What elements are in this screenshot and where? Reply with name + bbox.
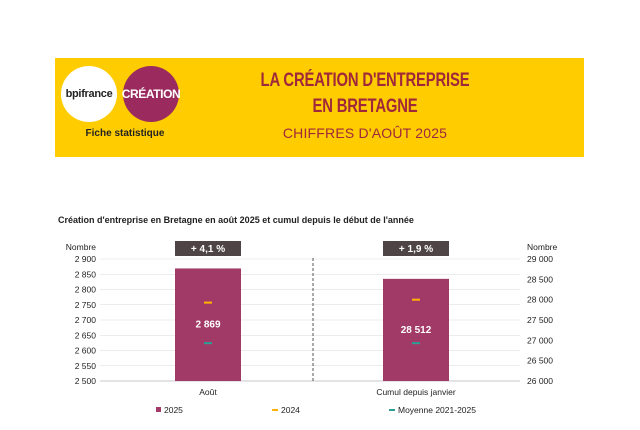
left-tick-label: 2 850	[75, 269, 97, 279]
creation-logo: CRÉATION	[121, 66, 181, 122]
right-tick-label: 28 000	[527, 295, 553, 305]
left-tick-label: 2 750	[75, 300, 97, 310]
creation-logo-text: CRÉATION	[121, 87, 181, 101]
right-tick-label: 27 500	[527, 315, 553, 325]
legend-label-2025: 2025	[164, 405, 183, 415]
page-title-line2: EN BRETAGNE	[312, 96, 418, 117]
right-tick-label: 26 000	[527, 376, 553, 386]
left-tick-label: 2 500	[75, 376, 97, 386]
fiche-label: Fiche statistique	[85, 128, 165, 139]
chart-title: Création d'entreprise en Bretagne en aoû…	[58, 215, 414, 225]
left-tick-label: 2 900	[75, 254, 97, 264]
left-tick-label: 2 650	[75, 330, 97, 340]
right-tick-label: 27 000	[527, 335, 553, 345]
legend-label-2024: 2024	[281, 405, 300, 415]
bar-2025	[175, 268, 241, 381]
page-subtitle: CHIFFRES D'AOÛT 2025	[282, 125, 448, 141]
right-tick-label: 29 000	[527, 254, 553, 264]
bar-2025	[383, 278, 449, 381]
legend-label-average: Moyenne 2021-2025	[398, 405, 476, 415]
right-tick-label: 28 500	[527, 274, 553, 284]
right-axis-label: Nombre	[527, 242, 558, 252]
left-axis-label: Nombre	[66, 242, 97, 252]
category-label: Août	[199, 387, 217, 397]
bpifrance-logo-text: bpifrance	[65, 88, 113, 100]
bpifrance-logo: bpifrance	[61, 66, 117, 122]
evolution-badge-text: + 4,1 %	[191, 244, 225, 255]
right-tick-label: 26 500	[527, 356, 553, 366]
evolution-badge-text: + 1,9 %	[399, 244, 433, 255]
category-label: Cumul depuis janvier	[376, 387, 456, 397]
left-tick-label: 2 600	[75, 346, 97, 356]
title-block: LA CRÉATION D'ENTREPRISE EN BRETAGNE CHI…	[215, 68, 515, 141]
left-tick-label: 2 550	[75, 361, 97, 371]
page-title-line1: LA CRÉATION D'ENTREPRISE	[260, 70, 470, 91]
header-banner: bpifrance CRÉATION Fiche statistique LA …	[55, 58, 584, 157]
left-tick-label: 2 800	[75, 285, 97, 295]
left-tick-label: 2 700	[75, 315, 97, 325]
evolution-badge	[383, 241, 449, 256]
bar-value-label: 28 512	[401, 325, 432, 336]
evolution-badge	[175, 241, 241, 256]
bar-value-label: 2 869	[195, 320, 220, 331]
legend-swatch-2025	[156, 407, 161, 412]
